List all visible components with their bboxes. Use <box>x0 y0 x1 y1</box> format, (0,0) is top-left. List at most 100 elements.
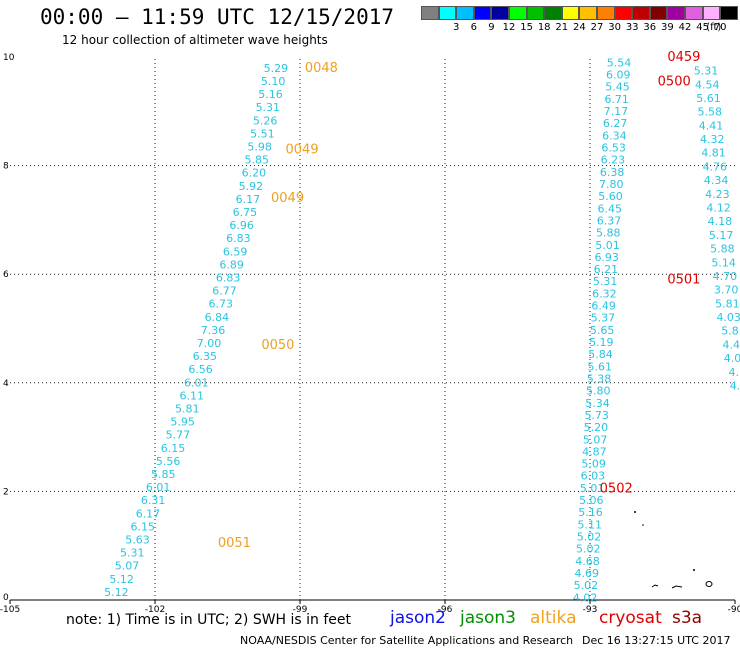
swh-value: 5.84 <box>588 348 613 361</box>
legend-swatch <box>720 6 738 20</box>
swh-value: 6.11 <box>180 389 205 402</box>
swh-value: 6.01 <box>184 376 209 389</box>
legend-bin-label: 9 <box>488 22 495 33</box>
swh-value: 6.15 <box>161 442 186 455</box>
swh-value: 6.23 <box>601 154 626 167</box>
swh-value: 6.37 <box>597 214 622 227</box>
legend-cryosat: cryosat <box>599 608 662 628</box>
legend-bin-label: 36 <box>643 22 657 33</box>
swh-value: 6.17 <box>236 193 261 206</box>
swh-value: 5.34 <box>585 397 610 410</box>
swh-value: 5.12 <box>104 586 129 599</box>
swh-value: 4.0 <box>724 352 740 365</box>
legend-swatch <box>509 6 527 20</box>
swh-value: 6.03 <box>581 470 606 483</box>
legend-altika: altika <box>530 608 577 628</box>
swh-value: 5.85 <box>151 468 176 481</box>
swh-value: 5.31 <box>256 101 281 114</box>
swh-value: 6.49 <box>591 300 616 313</box>
swh-value: 5.56 <box>156 455 181 468</box>
island-dot <box>642 524 644 526</box>
legend-jason2: jason2 <box>390 608 446 628</box>
time-label: 0051 <box>218 536 251 551</box>
swh-value: 5.61 <box>696 92 721 105</box>
coastline-fragment <box>671 585 683 589</box>
swh-value: 6.89 <box>219 258 244 271</box>
swh-value: 5.14 <box>711 256 736 269</box>
swh-value: 5.45 <box>605 81 630 94</box>
swh-value: 5.63 <box>125 533 150 546</box>
swh-value: 4.12 <box>706 202 731 215</box>
swh-value: 6.17 <box>136 507 161 520</box>
credit-line: NOAA/NESDIS Center for Satellite Applica… <box>240 634 574 647</box>
swh-value: 6.21 <box>594 263 619 276</box>
footer-note: note: 1) Time is in UTC; 2) SWH is in fe… <box>66 612 352 628</box>
swh-value: 5.09 <box>581 458 606 471</box>
time-label: 0048 <box>305 61 338 76</box>
swh-value: 4.68 <box>575 555 600 568</box>
swh-value: 6.71 <box>604 93 629 106</box>
time-label: 0501 <box>667 273 700 288</box>
legend-swatch <box>702 6 721 20</box>
swh-value: 6.77 <box>212 285 237 298</box>
swh-value: 6.38 <box>600 166 625 179</box>
legend-bin-label: 30 <box>608 22 621 33</box>
swh-value: 5.31 <box>120 547 145 560</box>
island-dot <box>693 569 695 571</box>
swh-value: 5.01 <box>580 482 605 495</box>
swh-value: 4.4 <box>722 338 740 351</box>
swh-value: 6.20 <box>242 167 267 180</box>
time-label: 0050 <box>261 338 294 353</box>
legend-bin-label: 15 <box>520 22 533 33</box>
swh-value: 4. <box>730 380 740 393</box>
legend-swatch <box>438 6 457 20</box>
swh-value: 3.70 <box>714 284 739 297</box>
swh-value: 5.02 <box>574 579 599 592</box>
y-tick-label: 8 <box>3 162 9 172</box>
island-dot <box>634 511 636 513</box>
swh-value: 5.31 <box>593 275 618 288</box>
legend-swatch <box>526 6 545 20</box>
swh-value: 6.83 <box>226 232 251 245</box>
swh-value: 5.26 <box>253 114 278 127</box>
y-tick-label: 0 <box>3 593 9 603</box>
legend-bin-label: 6 <box>470 22 477 33</box>
generated-timestamp: Dec 16 13:27:15 UTC 2017 <box>582 634 731 647</box>
swh-value: 5.81 <box>715 297 740 310</box>
swh-value: 6.75 <box>233 206 258 219</box>
y-tick-label: 6 <box>3 270 9 280</box>
swh-value: 6.84 <box>205 311 230 324</box>
swh-value: 5.95 <box>170 416 195 429</box>
swh-value: 4.34 <box>704 174 729 187</box>
swh-value: 5.10 <box>261 75 286 88</box>
swh-value: 6.34 <box>602 129 627 142</box>
legend-bin-label: 70 <box>713 22 727 33</box>
time-label: 0459 <box>667 50 700 65</box>
legend-swatch <box>491 6 509 20</box>
swh-value: 5.92 <box>239 180 264 193</box>
swh-value: 7.80 <box>599 178 624 191</box>
island-outline <box>705 581 713 587</box>
swh-value: 4. <box>728 366 739 379</box>
swh-value: 7.17 <box>604 105 629 118</box>
swh-value: 6.35 <box>193 350 218 363</box>
y-tick-label: 4 <box>3 379 9 389</box>
swh-value: 5.07 <box>115 560 140 573</box>
swh-value: 5.16 <box>258 88 283 101</box>
x-tick-label: -90 <box>728 605 740 615</box>
legend-swatch <box>632 6 650 20</box>
legend-swatch <box>473 6 492 20</box>
swh-value: 6.45 <box>598 202 623 215</box>
swh-value: 6.93 <box>594 251 619 264</box>
legend-bin-label: 24 <box>573 22 586 33</box>
legend-bin-label: 45 <box>696 22 709 33</box>
swh-value: 5.65 <box>590 324 615 337</box>
swh-value: 4.69 <box>574 567 599 580</box>
time-label: 0049 <box>271 191 304 206</box>
legend-swatch <box>667 6 685 20</box>
swh-value: 5.73 <box>584 409 609 422</box>
swh-value: 5.60 <box>598 190 623 203</box>
swh-value: 5.37 <box>591 312 616 325</box>
legend-unit: (ft) <box>706 22 722 33</box>
